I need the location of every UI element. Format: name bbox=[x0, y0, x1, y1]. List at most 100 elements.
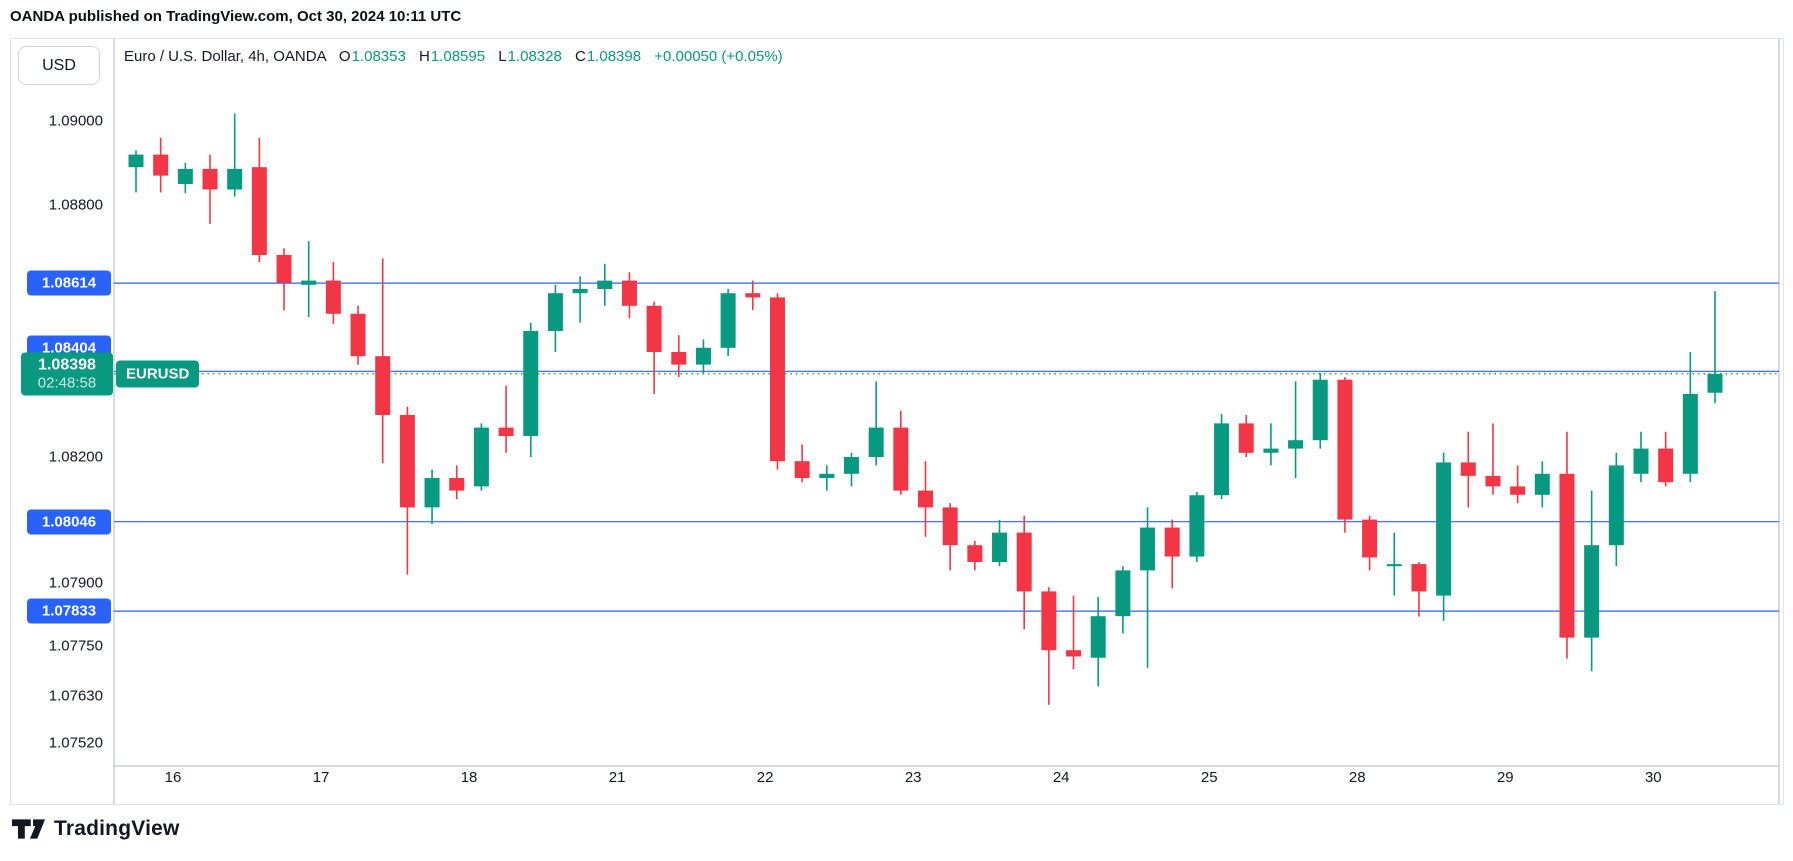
candle bbox=[572, 289, 588, 294]
time-axis-label: 28 bbox=[1348, 769, 1366, 786]
candle bbox=[967, 545, 983, 562]
candle bbox=[1312, 379, 1328, 441]
candle bbox=[449, 478, 465, 491]
candle bbox=[227, 168, 243, 190]
candle bbox=[1534, 473, 1550, 495]
candle bbox=[1584, 545, 1600, 638]
tradingview-logo-icon bbox=[12, 819, 45, 839]
candle bbox=[794, 461, 810, 478]
currency-button[interactable]: USD bbox=[18, 46, 100, 85]
candle bbox=[843, 457, 859, 474]
candle bbox=[942, 507, 958, 546]
price-axis-label: 1.08200 bbox=[48, 448, 103, 466]
time-axis-label: 22 bbox=[756, 769, 774, 786]
candle bbox=[128, 154, 144, 168]
time-axis-label: 24 bbox=[1052, 769, 1070, 786]
candle bbox=[1386, 564, 1402, 567]
candle bbox=[745, 293, 761, 298]
candle bbox=[1214, 423, 1230, 496]
chart-card: USD Euro / U.S. Dollar, 4h, OANDA O 1.083… bbox=[10, 38, 1784, 805]
candle bbox=[868, 427, 884, 457]
price-axis-label: 1.07630 bbox=[48, 687, 103, 705]
candle bbox=[1115, 570, 1131, 617]
legend-change: +0.00050 (+0.05%) bbox=[654, 48, 783, 65]
time-axis-label: 23 bbox=[904, 769, 922, 786]
time-axis-label: 17 bbox=[312, 769, 330, 786]
candle bbox=[1510, 486, 1526, 495]
candle bbox=[720, 293, 736, 348]
time-axis-label: 29 bbox=[1496, 769, 1514, 786]
tradingview-logo-text: TradingView bbox=[54, 817, 180, 840]
legend-high-label: H bbox=[419, 48, 430, 65]
candle bbox=[893, 427, 909, 491]
symbol-badge: EURUSD bbox=[116, 360, 200, 388]
candle bbox=[646, 305, 662, 352]
candle bbox=[498, 427, 514, 436]
current-price-countdown: 02:48:58 bbox=[37, 374, 97, 392]
candle bbox=[1189, 495, 1205, 557]
time-axis-label: 18 bbox=[460, 769, 478, 786]
legend-high-value: 1.08595 bbox=[430, 48, 486, 65]
candle bbox=[1559, 473, 1575, 638]
candle bbox=[1016, 532, 1032, 592]
candle bbox=[769, 297, 785, 462]
time-axis-label: 30 bbox=[1644, 769, 1662, 786]
candle bbox=[153, 154, 169, 176]
price-axis-label: 1.09000 bbox=[48, 112, 103, 130]
candle bbox=[621, 280, 637, 306]
candle bbox=[1238, 423, 1254, 453]
chart-plot[interactable] bbox=[11, 39, 1783, 804]
candle bbox=[671, 352, 687, 365]
candle bbox=[1164, 527, 1180, 557]
candle bbox=[1682, 394, 1698, 474]
candle bbox=[1436, 462, 1452, 596]
candle bbox=[1288, 440, 1304, 449]
candle bbox=[325, 280, 341, 314]
alert-price-badge: 1.08046 bbox=[27, 509, 111, 535]
current-price-value: 1.08398 bbox=[38, 356, 96, 374]
legend-open-label: O bbox=[338, 48, 351, 65]
time-axis-label: 16 bbox=[164, 769, 182, 786]
candle bbox=[1411, 564, 1427, 592]
attribution-text: OANDA published on TradingView.com, Oct … bbox=[10, 8, 462, 25]
candle bbox=[301, 280, 317, 285]
current-price-badge: 1.08398 02:48:58 bbox=[21, 352, 113, 396]
candle bbox=[350, 313, 366, 357]
candle bbox=[1263, 448, 1279, 453]
legend-low-value: 1.08328 bbox=[507, 48, 562, 65]
alert-price-badge: 1.07833 bbox=[27, 598, 111, 624]
legend-low-label: L bbox=[498, 48, 507, 65]
time-axis-label: 25 bbox=[1200, 769, 1218, 786]
candle bbox=[1041, 591, 1057, 651]
candle bbox=[1633, 448, 1649, 474]
candle bbox=[276, 254, 292, 283]
candle bbox=[1337, 379, 1353, 520]
candle bbox=[1485, 475, 1501, 487]
candle bbox=[597, 280, 613, 289]
candle bbox=[473, 427, 489, 487]
alert-price-badge: 1.08614 bbox=[27, 270, 111, 296]
candle bbox=[399, 415, 415, 508]
candle bbox=[523, 331, 539, 436]
candle bbox=[992, 532, 1008, 562]
candle bbox=[918, 490, 934, 508]
candle bbox=[1658, 448, 1674, 483]
candle bbox=[1090, 616, 1106, 658]
price-axis-label: 1.07900 bbox=[48, 574, 103, 592]
candle bbox=[1362, 519, 1378, 558]
candle bbox=[547, 293, 563, 331]
candle bbox=[695, 347, 711, 365]
candle bbox=[202, 168, 218, 190]
legend-close-label: C bbox=[575, 48, 586, 65]
time-axis-label: 21 bbox=[608, 769, 626, 786]
legend-close-value: 1.08398 bbox=[586, 48, 642, 65]
candle bbox=[424, 478, 440, 508]
tradingview-logo[interactable]: TradingView bbox=[12, 817, 180, 841]
price-axis-label: 1.07520 bbox=[48, 734, 103, 752]
candle bbox=[251, 167, 267, 255]
price-axis-label: 1.07750 bbox=[48, 637, 103, 655]
price-axis-label: 1.08800 bbox=[48, 196, 103, 214]
candle bbox=[1608, 465, 1624, 546]
legend-symbol: Euro / U.S. Dollar, 4h, OANDA bbox=[124, 48, 326, 65]
